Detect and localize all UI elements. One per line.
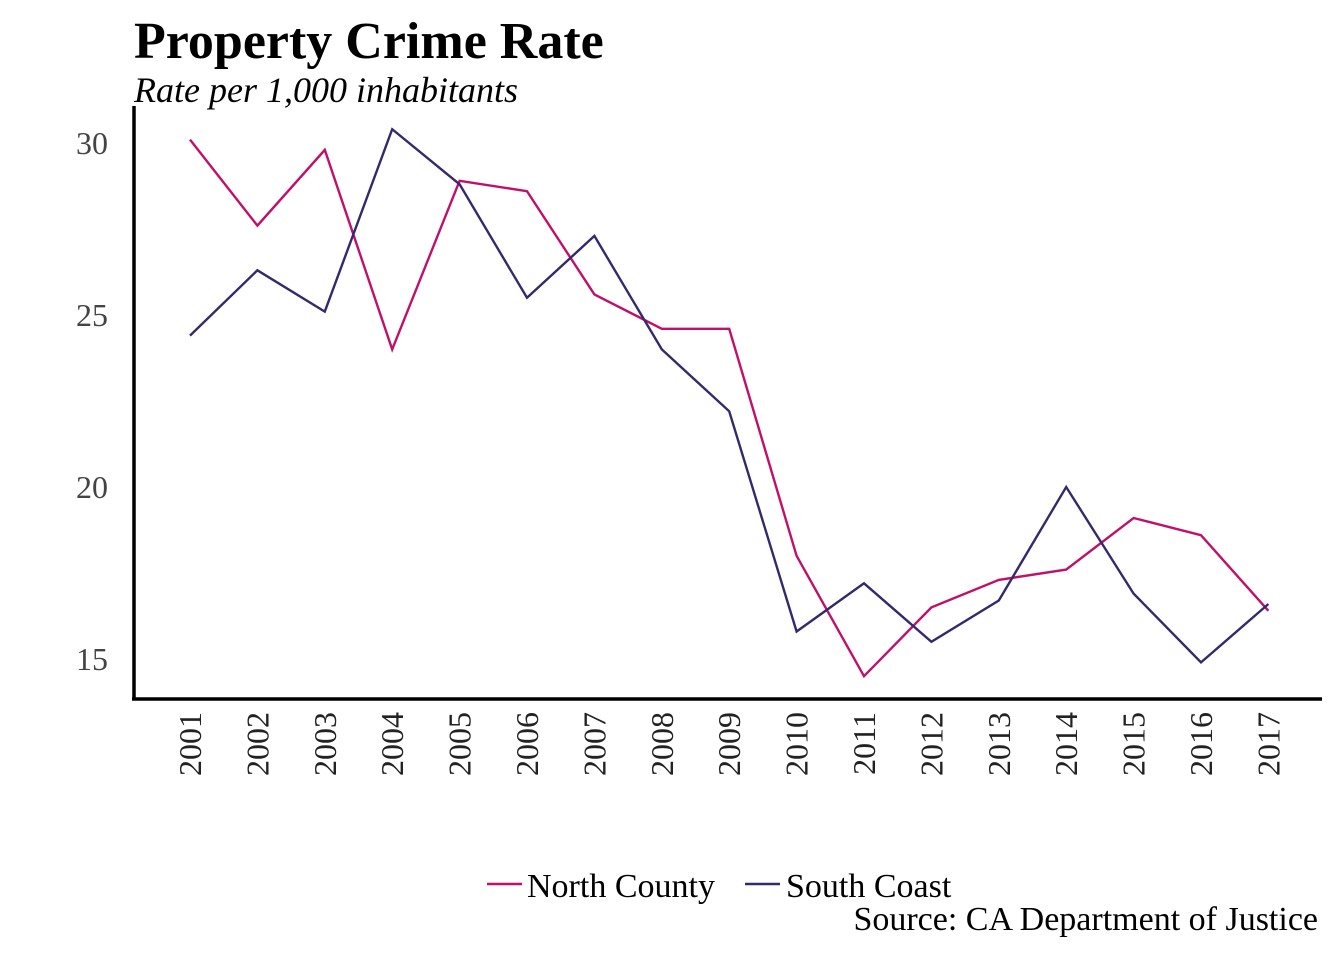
x-tick-label: 2011 <box>846 712 882 775</box>
y-tick-label: 30 <box>76 125 108 161</box>
source-note: Source: CA Department of Justice <box>853 901 1318 938</box>
y-axis-ticks: 15 20 25 30 <box>76 125 108 677</box>
legend: North County South Coast <box>487 868 952 905</box>
series-line-south-coast <box>189 127 1270 665</box>
x-axis-ticks: 2001 2002 2003 2004 2005 2006 2007 2008 2009 2010… <box>172 712 1286 776</box>
legend-label-north-county: North County <box>527 868 715 905</box>
y-tick-label: 15 <box>76 641 108 677</box>
chart-title: Property Crime Rate <box>134 13 604 70</box>
series-line-north-county <box>189 138 1270 679</box>
series-lines <box>189 127 1270 679</box>
x-tick-label: 2009 <box>711 712 747 776</box>
x-tick-label: 2004 <box>374 712 410 776</box>
x-tick-label: 2006 <box>509 712 545 776</box>
legend-label-south-coast: South Coast <box>786 868 952 905</box>
x-tick-label: 2002 <box>239 712 275 776</box>
x-tick-label: 2017 <box>1250 712 1286 776</box>
y-tick-label: 25 <box>76 297 108 333</box>
x-tick-label: 2005 <box>442 712 478 776</box>
x-tick-label: 2001 <box>172 712 208 776</box>
x-tick-label: 2014 <box>1048 712 1084 776</box>
x-tick-label: 2016 <box>1183 712 1219 776</box>
x-tick-label: 2013 <box>981 712 1017 776</box>
x-tick-label: 2012 <box>913 712 949 776</box>
x-tick-label: 2015 <box>1116 712 1152 776</box>
x-tick-label: 2010 <box>779 712 815 776</box>
x-tick-label: 2008 <box>644 712 680 776</box>
x-tick-label: 2003 <box>307 712 343 776</box>
y-tick-label: 20 <box>76 469 108 505</box>
chart-subtitle: Rate per 1,000 inhabitants <box>133 70 518 110</box>
x-tick-label: 2007 <box>576 712 612 776</box>
